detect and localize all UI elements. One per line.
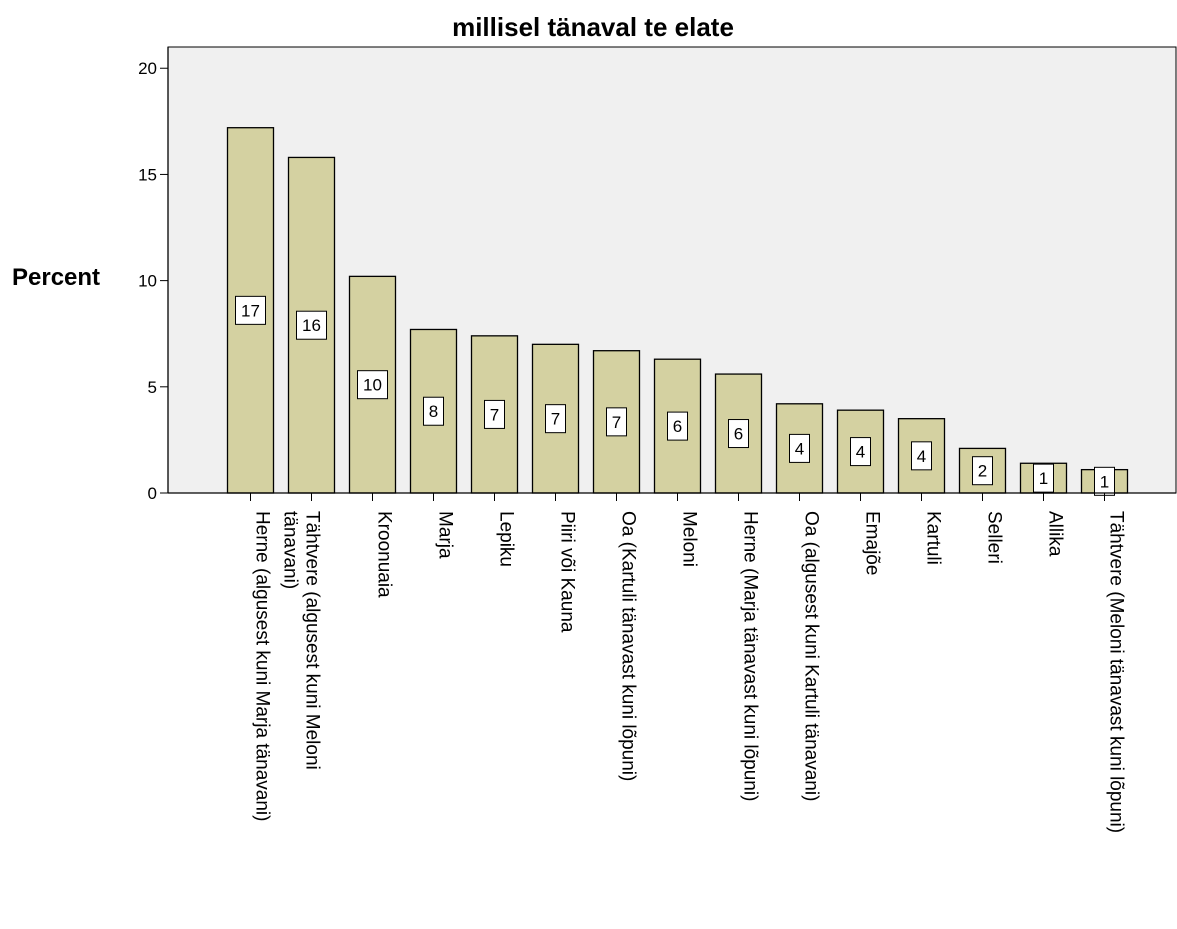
data-label: 16 — [302, 316, 321, 335]
data-label-box — [911, 441, 932, 471]
x-category-label: Oa (algusest kuni Kartuli tänavani) — [801, 511, 822, 801]
data-label: 6 — [673, 417, 682, 436]
data-label-box — [1033, 463, 1054, 493]
y-tick-label: 0 — [148, 484, 157, 503]
data-label: 2 — [978, 462, 987, 481]
x-axis: Herne (algusest kuni Marja tänavani) Täht… — [168, 492, 1176, 833]
data-label: 6 — [734, 425, 743, 444]
data-label-box — [357, 370, 388, 400]
x-category-label: Kroonuaia — [374, 511, 395, 598]
x-category-label: Lepiku — [496, 511, 517, 567]
x-category-label-line: Kartuli — [923, 511, 944, 565]
bars-group: 17 16 10 8 7 7 7 6 6 4 4 4 2 1 1 — [226, 127, 1129, 496]
x-category-label-line: Tähtvere (algusest kuni Meloni — [302, 511, 323, 770]
x-category-label-line: Lepiku — [496, 511, 517, 567]
data-label-box — [606, 407, 627, 437]
data-label: 7 — [551, 410, 560, 429]
y-tick-label: 5 — [148, 378, 157, 397]
data-label: 4 — [917, 447, 926, 466]
y-tick-label: 20 — [138, 59, 157, 78]
x-category-label-line: Tähtvere (Meloni tänavast kuni lõpuni) — [1106, 511, 1127, 833]
x-category-label-line: Allika — [1045, 511, 1066, 557]
data-label: 8 — [429, 402, 438, 421]
data-label: 4 — [856, 443, 865, 462]
data-label-box — [296, 310, 327, 340]
data-label-box — [789, 433, 810, 463]
x-category-label-line: Meloni — [679, 511, 700, 567]
chart-title: millisel tänaval te elate — [452, 12, 734, 42]
x-category-label: Herne (Marja tänavast kuni lõpuni) — [740, 511, 761, 801]
y-tick-label: 15 — [138, 165, 157, 184]
data-label: 1 — [1039, 469, 1048, 488]
data-label: 1 — [1100, 472, 1109, 491]
x-category-label: Marja — [435, 511, 456, 559]
data-label-box — [423, 396, 444, 426]
x-category-label: Oa (Kartuli tänavast kuni lõpuni) — [618, 511, 639, 781]
x-category-label-line: Selleri — [984, 511, 1005, 564]
x-category-label: Tähtvere (Meloni tänavast kuni lõpuni) — [1106, 511, 1127, 833]
x-category-label-line: Herne (Marja tänavast kuni lõpuni) — [740, 511, 761, 801]
data-label-box — [484, 399, 505, 429]
bar — [592, 350, 641, 494]
y-tick-label: 10 — [138, 272, 157, 291]
x-category-label: Kartuli — [923, 511, 944, 565]
x-category-label-line: Piiri või Kauna — [557, 511, 578, 633]
x-category-label-line: Oa (algusest kuni Kartuli tänavani) — [801, 511, 822, 801]
data-label-box — [545, 404, 566, 434]
x-category-label: Piiri või Kauna — [557, 511, 578, 633]
x-category-label-line: Marja — [435, 511, 456, 559]
data-label-box — [667, 411, 688, 441]
data-label: 7 — [612, 413, 621, 432]
x-category-label: Herne (algusest kuni Marja tänavani) — [252, 511, 273, 822]
y-axis-title: Percent — [12, 264, 100, 291]
x-category-label: Emajõe — [862, 511, 883, 575]
x-category-label: Allika — [1045, 511, 1066, 557]
data-label-box — [235, 295, 266, 325]
data-label: 10 — [363, 376, 382, 395]
data-label: 7 — [490, 405, 499, 424]
x-category-label-line: tänavani) — [280, 511, 301, 589]
data-label-box — [972, 456, 993, 486]
x-category-label-line: Herne (algusest kuni Marja tänavani) — [252, 511, 273, 822]
x-category-label-line: Kroonuaia — [374, 511, 395, 598]
x-category-label: Selleri — [984, 511, 1005, 564]
x-category-label-line: Emajõe — [862, 511, 883, 575]
x-category-label-line: Oa (Kartuli tänavast kuni lõpuni) — [618, 511, 639, 781]
data-label: 4 — [795, 439, 804, 458]
data-label-box — [728, 419, 749, 449]
x-category-label: Meloni — [679, 511, 700, 567]
data-label: 17 — [241, 301, 260, 320]
y-axis: 0 5 10 15 20 — [138, 47, 169, 503]
data-label-box — [850, 437, 871, 467]
